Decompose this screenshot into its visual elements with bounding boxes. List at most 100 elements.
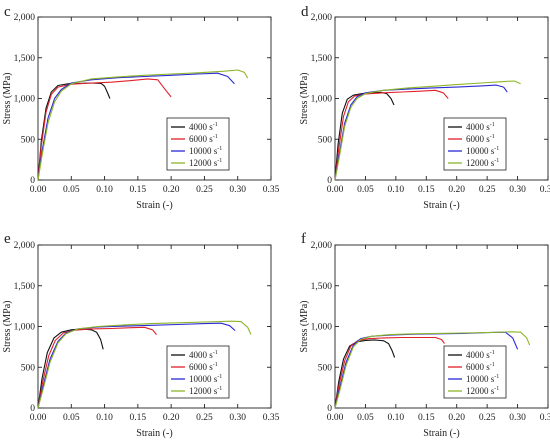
y-axis-label: Stress (MPa) — [2, 73, 13, 125]
legend-unit-exponent: -1 — [217, 146, 222, 152]
x-axis-label: Strain (-) — [423, 200, 459, 211]
legend-unit: s — [484, 362, 490, 372]
legend-unit: s — [489, 146, 495, 156]
legend-rate: 6000 — [189, 362, 208, 372]
x-tick-label: 0.25 — [479, 185, 496, 195]
x-tick-label: 0.05 — [357, 413, 374, 423]
y-tick-label: 1,000 — [311, 95, 333, 105]
x-tick-label: 0.00 — [30, 185, 47, 195]
y-tick-label: 500 — [21, 363, 36, 373]
legend-rate: 10000 — [466, 146, 489, 156]
y-tick-label: 500 — [318, 135, 333, 145]
legend-unit-exponent: -1 — [213, 362, 218, 368]
y-tick-label: 500 — [318, 363, 333, 373]
legend-rate: 4000 — [189, 122, 208, 132]
x-tick-label: 0.25 — [196, 185, 213, 195]
series-line-12000 — [37, 69, 249, 181]
x-axis-label: Strain (-) — [423, 428, 459, 439]
series-line-4000 — [334, 91, 395, 181]
y-tick-label: 2,000 — [311, 241, 333, 251]
x-tick-label: 0.25 — [479, 413, 496, 423]
legend-unit-exponent: -1 — [494, 146, 499, 152]
series-line-6000 — [37, 78, 172, 181]
y-tick-label: 1,000 — [311, 323, 333, 333]
legend-unit-exponent: -1 — [494, 158, 499, 164]
x-tick-label: 0.00 — [30, 413, 47, 423]
y-tick-label: 2,000 — [14, 13, 36, 23]
legend-unit: s — [212, 146, 218, 156]
y-tick-label: 1,000 — [14, 323, 36, 333]
legend-entry: 4000 s-1 — [189, 122, 218, 132]
legend-unit: s — [212, 374, 218, 384]
series-line-12000 — [334, 331, 531, 409]
y-axis-label: Stress (MPa) — [299, 73, 310, 125]
x-tick-label: 0.10 — [96, 185, 113, 195]
legend-entry: 6000 s-1 — [189, 362, 218, 372]
legend-unit-exponent: -1 — [490, 350, 495, 356]
y-tick-label: 1,500 — [14, 54, 36, 64]
series-line-12000 — [37, 320, 252, 409]
x-tick-label: 0.20 — [163, 185, 180, 195]
x-tick-label: 0.10 — [388, 185, 405, 195]
legend-rate: 10000 — [189, 374, 212, 384]
legend-entry: 10000 s-1 — [466, 146, 499, 156]
x-tick-label: 0.20 — [448, 185, 465, 195]
x-tick-label: 0.05 — [63, 185, 80, 195]
legend-unit-exponent: -1 — [490, 122, 495, 128]
series-line-4000 — [37, 82, 111, 181]
x-tick-label: 0.05 — [63, 413, 80, 423]
legend-rate: 6000 — [466, 362, 485, 372]
legend-unit: s — [489, 386, 495, 396]
legend-unit: s — [207, 362, 213, 372]
series-line-12000 — [334, 80, 521, 181]
x-tick-label: 0.35 — [540, 185, 550, 195]
x-tick-label: 0.15 — [130, 185, 147, 195]
series-line-6000 — [334, 89, 449, 181]
legend-unit-exponent: -1 — [494, 386, 499, 392]
legend-rate: 10000 — [189, 146, 212, 156]
x-tick-label: 0.15 — [418, 413, 435, 423]
legend-entry: 4000 s-1 — [466, 122, 495, 132]
legend-rate: 4000 — [189, 350, 208, 360]
y-tick-label: 0 — [30, 404, 35, 414]
x-tick-label: 0.15 — [418, 185, 435, 195]
legend-rate: 6000 — [466, 134, 485, 144]
y-axis-label: Stress (MPa) — [2, 301, 13, 353]
x-tick-label: 0.35 — [263, 413, 280, 423]
legend-entry: 4000 s-1 — [189, 350, 218, 360]
x-tick-label: 0.20 — [448, 413, 465, 423]
panel-c: c 0.00 0.05 0.10 0.15 0.20 0.25 0.30 0.35 0 500 1,0… — [2, 4, 280, 211]
legend-rate: 12000 — [466, 158, 489, 168]
legend-unit-exponent: -1 — [217, 158, 222, 164]
legend-unit: s — [484, 350, 490, 360]
series-line-10000 — [37, 322, 236, 409]
panel-label: d — [301, 4, 309, 20]
series-line-10000 — [37, 72, 235, 181]
legend-unit: s — [207, 134, 213, 144]
series-line-10000 — [334, 84, 508, 181]
legend-rate: 6000 — [189, 134, 208, 144]
series-line-6000 — [334, 336, 445, 409]
x-tick-label: 0.20 — [163, 413, 180, 423]
legend-entry: 12000 s-1 — [189, 386, 222, 396]
x-tick-label: 0.10 — [96, 413, 113, 423]
legend-entry: 6000 s-1 — [466, 134, 495, 144]
y-tick-label: 500 — [21, 135, 36, 145]
y-tick-label: 2,000 — [311, 13, 333, 23]
legend-unit: s — [484, 122, 490, 132]
plot-frame — [334, 244, 549, 409]
y-tick-label: 0 — [30, 176, 35, 186]
x-tick-label: 0.30 — [509, 413, 526, 423]
legend-entry: 6000 s-1 — [189, 134, 218, 144]
y-tick-label: 2,000 — [14, 241, 36, 251]
legend-entry: 12000 s-1 — [466, 386, 499, 396]
legend-unit-exponent: -1 — [213, 122, 218, 128]
legend-unit: s — [212, 386, 218, 396]
y-tick-label: 1,000 — [14, 95, 36, 105]
legend-entry: 4000 s-1 — [466, 350, 495, 360]
x-tick-label: 0.00 — [327, 185, 344, 195]
x-tick-label: 0.30 — [229, 185, 246, 195]
x-tick-label: 0.25 — [196, 413, 213, 423]
legend-entry: 10000 s-1 — [466, 374, 499, 384]
